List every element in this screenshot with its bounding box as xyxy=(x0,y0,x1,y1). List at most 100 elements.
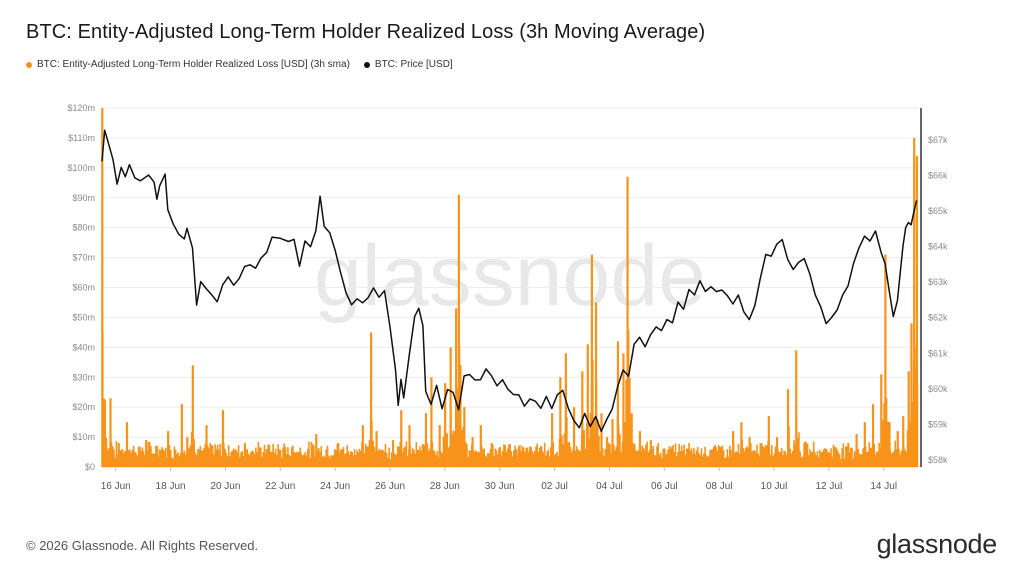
loss-bar xyxy=(586,344,589,467)
loss-bar-background xyxy=(427,450,430,467)
legend-swatch-loss xyxy=(26,61,32,68)
loss-bar xyxy=(907,371,910,467)
loss-bar xyxy=(880,374,883,467)
loss-bar-background xyxy=(240,452,242,467)
loss-bar-background xyxy=(162,449,165,467)
loss-bar xyxy=(449,347,452,467)
loss-bar-background xyxy=(119,450,121,467)
loss-bar-background xyxy=(483,448,485,467)
loss-bar-background xyxy=(164,447,167,467)
loss-bar-background xyxy=(150,446,152,467)
loss-bar-background xyxy=(635,450,637,467)
loss-bar-background xyxy=(675,456,678,467)
loss-bar-background xyxy=(510,451,513,467)
loss-bar-background xyxy=(614,450,616,467)
left-axis-tick: $70m xyxy=(72,253,95,263)
loss-bar xyxy=(871,404,875,467)
loss-bar-background xyxy=(700,448,703,467)
loss-bar-background xyxy=(708,455,710,467)
loss-bar-background xyxy=(527,451,530,467)
legend-item-loss[interactable]: BTC: Entity-Adjusted Long-Term Holder Re… xyxy=(26,59,350,70)
loss-bar-background xyxy=(485,456,488,467)
x-axis-tick: 12 Jul xyxy=(816,481,843,492)
loss-bar-background xyxy=(596,419,599,467)
loss-bar-background xyxy=(800,457,803,467)
loss-bar-background xyxy=(861,454,863,467)
loss-bar-background xyxy=(373,446,376,467)
loss-bar-background xyxy=(329,457,331,467)
loss-bar-background xyxy=(280,457,283,467)
loss-bar-background xyxy=(608,442,610,467)
loss-bar-background xyxy=(754,451,757,467)
loss-bar-background xyxy=(236,452,239,467)
loss-bar xyxy=(795,350,798,467)
loss-bar-background xyxy=(832,444,835,467)
loss-bar-background xyxy=(762,446,764,467)
loss-bar-background xyxy=(277,444,279,467)
loss-bar-background xyxy=(267,444,269,467)
loss-bar-background xyxy=(283,443,286,467)
loss-bar-background xyxy=(722,450,725,467)
loss-bar-background xyxy=(542,452,545,467)
loss-bar-background xyxy=(846,446,848,467)
loss-bar-background xyxy=(506,448,509,467)
loss-bar-background xyxy=(248,455,251,467)
loss-bar-background xyxy=(646,441,648,467)
loss-bar-background xyxy=(239,457,241,467)
loss-bar-background xyxy=(575,446,578,467)
loss-bar xyxy=(457,194,460,467)
loss-bar-background xyxy=(791,450,794,467)
loss-bar-background xyxy=(758,456,761,467)
loss-bar-background xyxy=(798,432,800,467)
glassnode-logo: glassnode xyxy=(876,529,998,559)
loss-bar-background xyxy=(313,445,315,467)
loss-bar xyxy=(825,449,828,467)
loss-bar-background xyxy=(505,452,508,467)
loss-bar-background xyxy=(274,448,277,467)
loss-bar xyxy=(180,404,183,467)
loss-bar-background xyxy=(182,452,184,467)
legend-item-price[interactable]: BTC: Price [USD] xyxy=(363,59,453,70)
loss-bar-background xyxy=(406,455,409,467)
loss-bar-background xyxy=(225,452,228,467)
loss-bar-background xyxy=(721,445,724,467)
loss-bar-background xyxy=(404,446,406,467)
loss-bar-background xyxy=(437,457,440,467)
loss-bar-background xyxy=(756,444,758,467)
loss-bar xyxy=(337,443,340,467)
loss-bar-background xyxy=(429,448,431,467)
loss-bar-background xyxy=(496,454,499,467)
loss-bar-background xyxy=(690,448,693,467)
loss-bar-background xyxy=(122,452,125,467)
loss-bar-background xyxy=(712,446,715,467)
left-axis-tick: $50m xyxy=(72,312,95,322)
loss-bar xyxy=(551,413,554,467)
loss-bar-background xyxy=(453,431,456,467)
loss-bar-background xyxy=(774,446,777,467)
loss-bar-background xyxy=(174,449,177,467)
loss-bar-background xyxy=(780,448,783,467)
loss-bar-background xyxy=(495,450,498,467)
loss-bar xyxy=(529,455,532,467)
loss-bar-background xyxy=(104,399,107,467)
loss-bar-background xyxy=(169,449,172,467)
loss-bar-background xyxy=(714,444,716,467)
loss-bar-background xyxy=(719,446,721,467)
loss-bar-background xyxy=(209,443,211,467)
right-axis-tick: $63k xyxy=(928,277,948,287)
x-axis-tick: 06 Jul xyxy=(651,481,678,492)
loss-bar-background xyxy=(819,449,821,467)
loss-bar-background xyxy=(173,446,176,467)
loss-bar-background xyxy=(321,457,324,467)
loss-bar-background xyxy=(545,455,547,467)
loss-bar-background xyxy=(805,442,808,467)
loss-bar-background xyxy=(868,442,871,467)
loss-bar-background xyxy=(849,448,852,467)
loss-bar-background xyxy=(136,455,139,467)
loss-bar-background xyxy=(667,449,669,467)
watermark-text: glassnode xyxy=(314,228,706,324)
loss-bar-background xyxy=(388,447,390,467)
loss-bar-background xyxy=(736,451,739,467)
loss-bar-background xyxy=(899,454,901,467)
